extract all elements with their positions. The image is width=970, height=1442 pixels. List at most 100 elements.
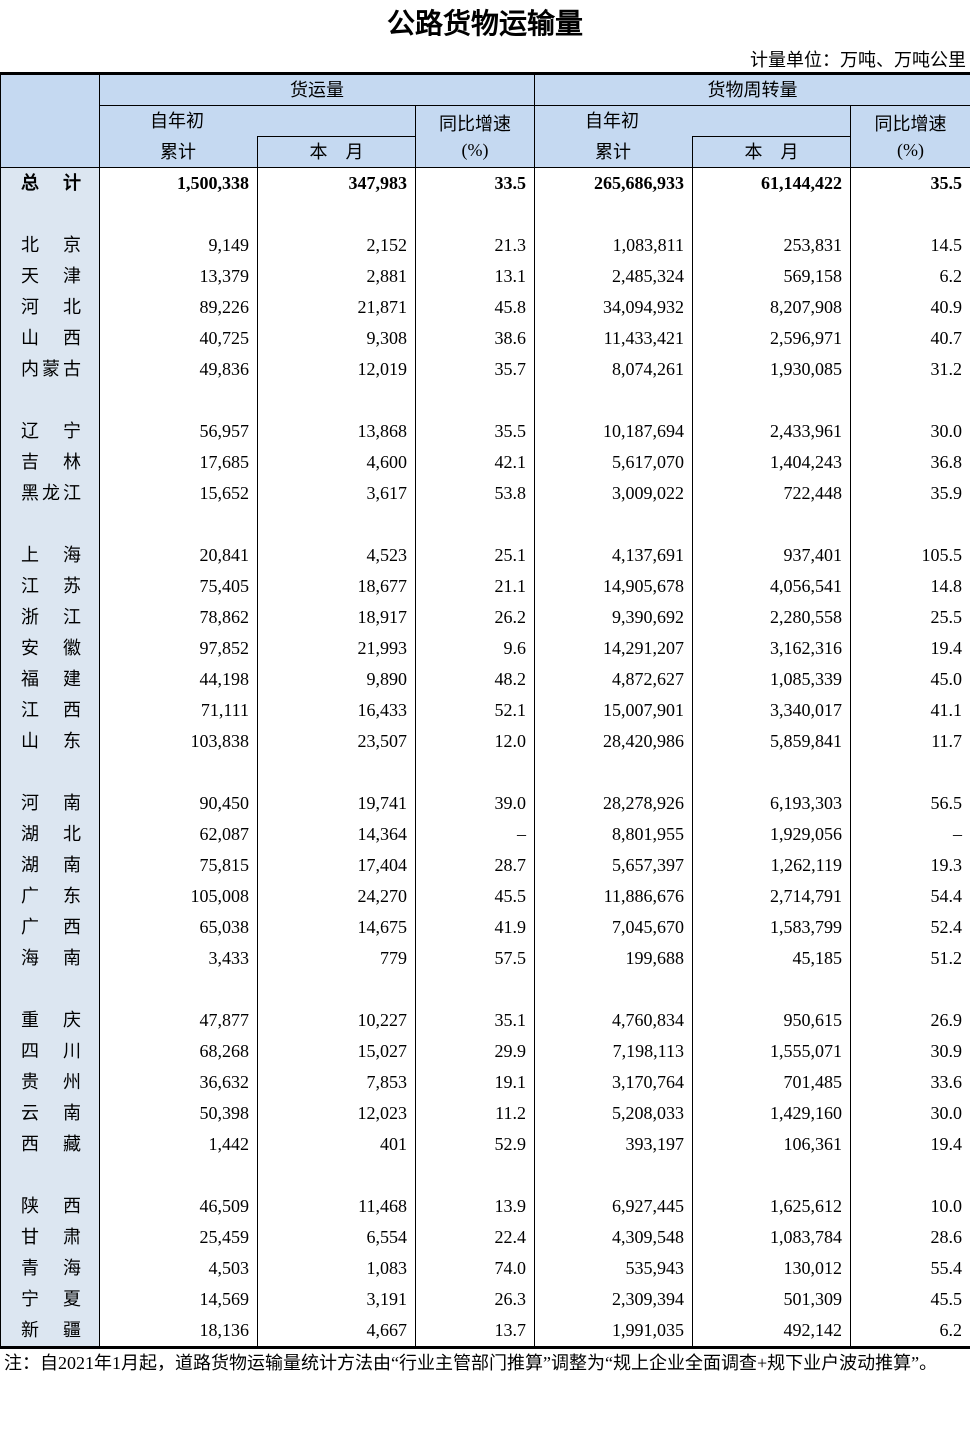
value-cell: 105.5 [850, 540, 970, 571]
table-row: 西 藏 1,442 401 52.9 393,197 106,361 19.4 [0, 1129, 970, 1160]
table-row: 山 西 40,725 9,308 38.6 11,433,421 2,596,971 40.… [0, 323, 970, 354]
value-cell: 28.6 [850, 1222, 970, 1253]
value-cell: 30.0 [850, 1098, 970, 1129]
value-cell: 18,917 [257, 602, 416, 633]
value-cell: 24,270 [257, 881, 416, 912]
value-cell: 105,008 [99, 881, 258, 912]
value-cell: 19.4 [850, 633, 970, 664]
region-name: 内蒙古 [0, 354, 100, 385]
value-cell: 3,433 [99, 943, 258, 974]
value-cell: 25.1 [414, 540, 536, 571]
value-cell: 42.1 [414, 447, 536, 478]
value-cell [850, 974, 970, 1005]
value-cell: 2,309,394 [534, 1284, 694, 1315]
value-cell: 40,725 [99, 323, 258, 354]
value-cell [99, 385, 258, 416]
header-ytd-bottom: 累计 [534, 136, 694, 168]
value-cell: 8,074,261 [534, 354, 694, 385]
value-cell [414, 1160, 536, 1191]
value-cell [99, 1160, 258, 1191]
table-row: 青 海 4,503 1,083 74.0 535,943 130,012 55.4 [0, 1253, 970, 1284]
value-cell: 722,448 [692, 478, 852, 509]
value-cell: 36.8 [850, 447, 970, 478]
value-cell: 1,429,160 [692, 1098, 852, 1129]
value-cell: 6.2 [850, 261, 970, 292]
table-row: 宁 夏 14,569 3,191 26.3 2,309,394 501,309 45.5 [0, 1284, 970, 1315]
value-cell: 33.5 [414, 167, 536, 199]
value-cell [692, 1160, 852, 1191]
region-name: 黑龙江 [0, 478, 100, 509]
value-cell: 5,859,841 [692, 726, 852, 757]
value-cell: 2,714,791 [692, 881, 852, 912]
value-cell: 48.2 [414, 664, 536, 695]
value-cell: 19.4 [850, 1129, 970, 1160]
region-name [0, 199, 100, 230]
value-cell [692, 385, 852, 416]
value-cell: 1,555,071 [692, 1036, 852, 1067]
table-row: 湖 南 75,815 17,404 28.7 5,657,397 1,262,119 19.… [0, 850, 970, 881]
region-name: 广 东 [0, 881, 100, 912]
value-cell [534, 974, 694, 1005]
value-cell: 51.2 [850, 943, 970, 974]
value-cell: 17,685 [99, 447, 258, 478]
value-cell: 2,280,558 [692, 602, 852, 633]
value-cell: 14,675 [257, 912, 416, 943]
value-cell: 779 [257, 943, 416, 974]
value-cell: 6,927,445 [534, 1191, 694, 1222]
value-cell: 40.7 [850, 323, 970, 354]
value-cell: 14.8 [850, 571, 970, 602]
region-name: 吉 林 [0, 447, 100, 478]
value-cell: 21,993 [257, 633, 416, 664]
region-name: 江 苏 [0, 571, 100, 602]
value-cell: 4,056,541 [692, 571, 852, 602]
region-name: 四 川 [0, 1036, 100, 1067]
table-row: 四 川 68,268 15,027 29.9 7,198,113 1,555,071 30.… [0, 1036, 970, 1067]
value-cell: 1,991,035 [534, 1315, 694, 1349]
region-name: 安 徽 [0, 633, 100, 664]
value-cell: 4,137,691 [534, 540, 694, 571]
value-cell: 19.1 [414, 1067, 536, 1098]
value-cell: 2,596,971 [692, 323, 852, 354]
value-cell: 3,009,022 [534, 478, 694, 509]
value-cell [534, 509, 694, 540]
value-cell: 15,027 [257, 1036, 416, 1067]
region-name: 福 建 [0, 664, 100, 695]
value-cell: 13,379 [99, 261, 258, 292]
table-row: 广 东 105,008 24,270 45.5 11,886,676 2,714,791 5… [0, 881, 970, 912]
header-freight: 货运量 [98, 72, 536, 106]
value-cell: 19.3 [850, 850, 970, 881]
value-cell: 28,278,926 [534, 788, 694, 819]
value-cell: 45.0 [850, 664, 970, 695]
value-cell: 1,500,338 [99, 167, 258, 199]
value-cell: 22.4 [414, 1222, 536, 1253]
value-cell: 569,158 [692, 261, 852, 292]
value-cell: 44,198 [99, 664, 258, 695]
header-month: 本 月 [257, 136, 416, 168]
value-cell: 75,405 [99, 571, 258, 602]
value-cell: 7,198,113 [534, 1036, 694, 1067]
spacer-row [0, 974, 970, 1005]
region-name: 宁 夏 [0, 1284, 100, 1315]
value-cell: 1,404,243 [692, 447, 852, 478]
table-row: 山 东 103,838 23,507 12.0 28,420,986 5,859,841 1… [0, 726, 970, 757]
value-cell [414, 385, 536, 416]
spacer-row [0, 1160, 970, 1191]
value-cell: 11.2 [414, 1098, 536, 1129]
value-cell [257, 509, 416, 540]
value-cell: 12,023 [257, 1098, 416, 1129]
value-cell: 130,012 [692, 1253, 852, 1284]
table-row: 黑龙江 15,652 3,617 53.8 3,009,022 722,448 35.9 [0, 478, 970, 509]
region-name [0, 1160, 100, 1191]
value-cell: 2,485,324 [534, 261, 694, 292]
value-cell [99, 757, 258, 788]
table-row: 重 庆 47,877 10,227 35.1 4,760,834 950,615 26.9 [0, 1005, 970, 1036]
value-cell [99, 974, 258, 1005]
value-cell [257, 757, 416, 788]
value-cell: 89,226 [99, 292, 258, 323]
value-cell: 401 [257, 1129, 416, 1160]
value-cell: 57.5 [414, 943, 536, 974]
value-cell: 78,862 [99, 602, 258, 633]
value-cell: 4,667 [257, 1315, 416, 1349]
value-cell [99, 509, 258, 540]
value-cell [257, 385, 416, 416]
